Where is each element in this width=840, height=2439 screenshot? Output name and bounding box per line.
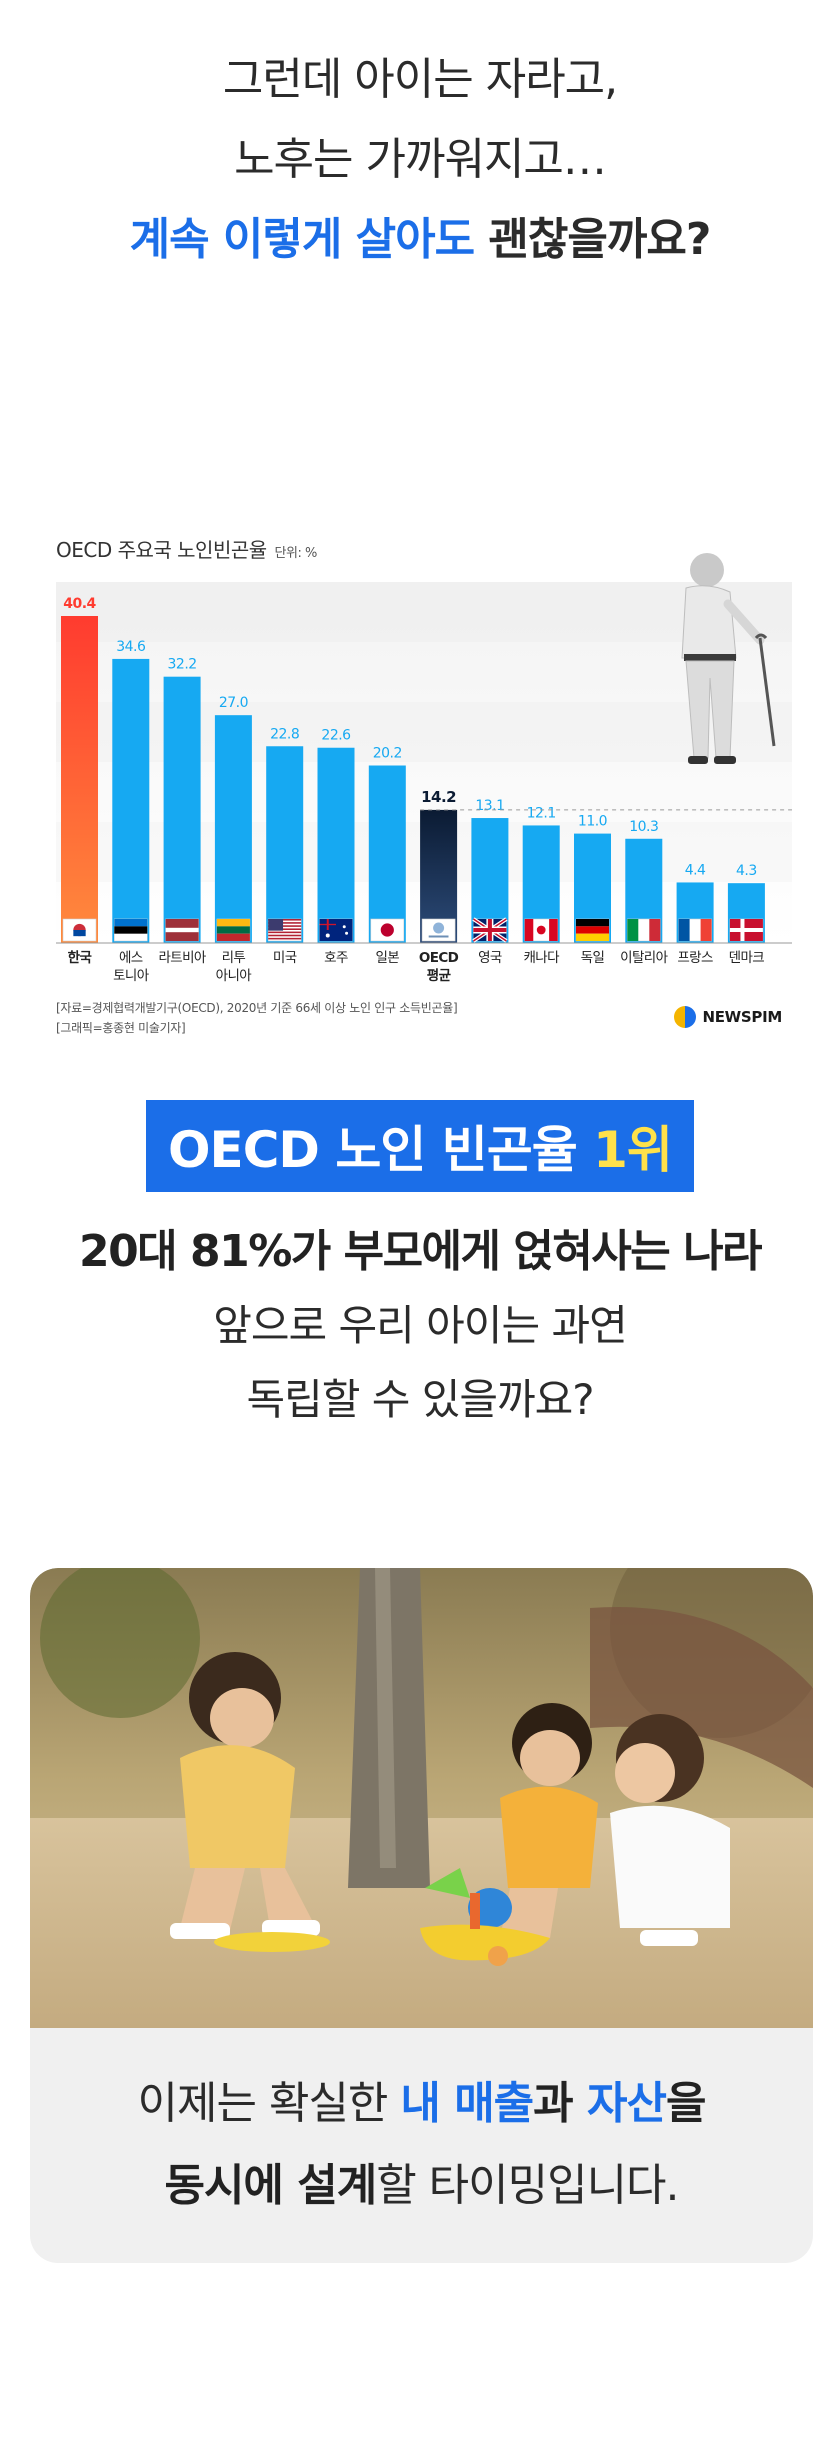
bar <box>112 658 150 943</box>
dk-flag-icon <box>729 918 764 942</box>
chart-title: OECD 주요국 노인빈곤율 단위: % <box>56 534 317 563</box>
value-label: 40.4 <box>63 596 96 612</box>
category-label: 토니아 <box>113 968 150 984</box>
bar <box>163 676 201 943</box>
category-label: 미국 <box>273 950 297 966</box>
oecd-logo-icon <box>421 918 456 942</box>
closing-line-2: 동시에 설계할 타이밍입니다. <box>30 2145 813 2227</box>
bar <box>368 765 406 943</box>
rank-line-2: 앞으로 우리 아이는 과연 <box>213 1301 627 1350</box>
bar <box>61 616 98 943</box>
closing-l2-a: 동시에 설계 <box>164 2160 377 2211</box>
us-flag-icon <box>267 918 302 942</box>
it-flag-icon <box>626 918 661 942</box>
category-label: 리투 <box>222 950 246 966</box>
value-label: 12.1 <box>527 805 556 821</box>
rank-text: 20대 81%가 부모에게 얹혀사는 나라 앞으로 우리 아이는 과연 독립할 … <box>0 1215 840 1437</box>
closing-l1-a: 이제는 확실한 <box>137 2078 401 2129</box>
closing-l1-c: 과 <box>533 2078 587 2129</box>
plot-band <box>56 582 792 642</box>
de-flag-icon <box>575 918 610 942</box>
intro-line-1: 그런데 아이는 자라고, <box>222 54 618 105</box>
bar <box>266 746 304 943</box>
brand-name: NEWSPIM <box>702 1008 782 1026</box>
value-label: 34.6 <box>116 639 146 655</box>
rank-line-3: 독립할 수 있을까요? <box>246 1375 594 1424</box>
rank-badge-wrap: OECD 노인 빈곤율 1위 <box>0 1100 840 1192</box>
category-label: 독일 <box>581 950 605 966</box>
value-label: 4.3 <box>736 863 757 879</box>
intro-line-2: 노후는 가까워지고… <box>234 134 607 185</box>
value-label: 22.6 <box>321 728 351 744</box>
value-label: 11.0 <box>578 814 607 830</box>
bar <box>214 715 252 943</box>
value-label: 4.4 <box>685 862 706 878</box>
category-label: 아니아 <box>216 968 253 984</box>
kr-flag-icon <box>62 918 97 942</box>
source-line-1: [자료=경제협력개발기구(OECD), 2020년 기준 66세 이상 노인 인… <box>56 1001 458 1015</box>
gb-flag-icon <box>472 917 508 943</box>
newspim-brand: NEWSPIM <box>674 1006 782 1028</box>
chart-unit: 단위: % <box>274 546 318 561</box>
category-label: 호주 <box>324 950 348 966</box>
closing-l1-e: 을 <box>665 2078 706 2129</box>
value-label: 32.2 <box>168 657 197 673</box>
source-line-2: [그래픽=홍종현 미술기자] <box>56 1021 186 1035</box>
category-label: 평균 <box>427 967 452 984</box>
lv-flag-icon <box>165 918 199 942</box>
category-label: 프랑스 <box>677 950 713 966</box>
closing-text: 이제는 확실한 내 매출과 자산을 동시에 설계할 타이밍입니다. <box>30 2063 813 2227</box>
category-label: 라트비아 <box>158 950 206 966</box>
category-label: 에스 <box>119 950 143 966</box>
closing-l2-b: 할 타이밍입니다. <box>376 2160 679 2211</box>
elderly-walker-illustration <box>681 553 776 764</box>
value-label: 20.2 <box>373 746 402 762</box>
closing-card: 이제는 확실한 내 매출과 자산을 동시에 설계할 타이밍입니다. <box>30 1568 813 2263</box>
bar <box>317 747 355 943</box>
value-label: 14.2 <box>421 788 456 806</box>
children-playing-photo <box>30 1568 813 2028</box>
value-label: 13.1 <box>475 798 504 814</box>
category-label: OECD <box>419 950 459 966</box>
chart-title-text: OECD 주요국 노인빈곤율 <box>56 538 267 562</box>
newspim-logo-icon <box>674 1006 697 1028</box>
rank-badge: OECD 노인 빈곤율 1위 <box>146 1100 694 1192</box>
chart-source: [자료=경제협력개발기구(OECD), 2020년 기준 66세 이상 노인 인… <box>56 998 458 1038</box>
rank-badge-highlight: 1위 <box>593 1121 673 1179</box>
fr-flag-icon <box>678 918 712 942</box>
closing-highlight-revenue: 내 매출 <box>400 2078 534 2129</box>
ee-flag-icon <box>113 918 148 942</box>
closing-line-1: 이제는 확실한 내 매출과 자산을 <box>30 2063 813 2145</box>
closing-highlight-assets: 자산 <box>586 2078 667 2129</box>
intro-line-3-rest: 괜찮을까요? <box>474 214 711 265</box>
category-label: 덴마크 <box>729 950 765 966</box>
lt-flag-icon <box>216 918 251 942</box>
intro-highlight: 계속 이렇게 살아도 <box>129 214 475 265</box>
category-label: 일본 <box>375 950 399 966</box>
category-label: 이탈리아 <box>620 950 668 966</box>
au-flag-icon <box>319 918 353 942</box>
value-label: 22.8 <box>270 726 299 742</box>
category-label: 영국 <box>478 950 502 966</box>
jp-flag-icon <box>370 918 405 942</box>
rank-badge-main: OECD 노인 빈곤율 <box>168 1121 594 1179</box>
photo-illustration <box>30 1568 813 2028</box>
ca-flag-icon <box>524 918 559 942</box>
intro-section: 그런데 아이는 자라고, 노후는 가까워지고… 계속 이렇게 살아도 괜찮을까요… <box>0 40 840 280</box>
value-label: 27.0 <box>219 695 248 711</box>
category-label: 캐나다 <box>523 950 560 966</box>
value-label: 10.3 <box>629 819 658 835</box>
intro-line-3: 계속 이렇게 살아도 괜찮을까요? <box>0 200 840 280</box>
category-label: 한국 <box>68 950 93 966</box>
rank-headline: 20대 81%가 부모에게 얹혀사는 나라 <box>78 1226 763 1277</box>
